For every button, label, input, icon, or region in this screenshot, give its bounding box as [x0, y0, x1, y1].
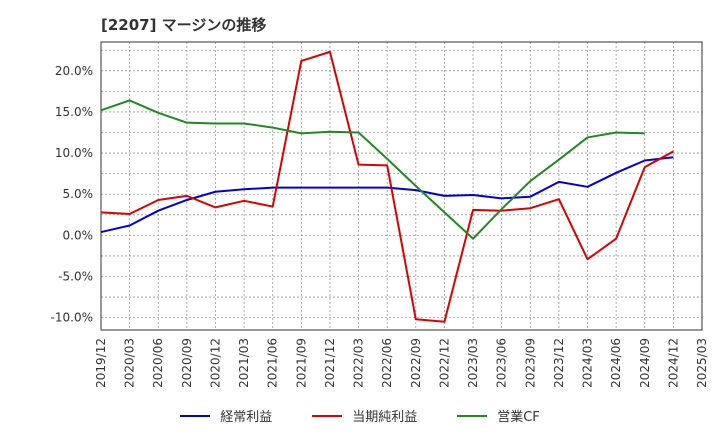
x-tick-label: 2023/06: [495, 338, 509, 388]
x-tick-label: 2024/06: [609, 338, 623, 388]
x-tick-label: 2022/06: [380, 338, 394, 388]
x-tick-label: 2021/12: [323, 338, 337, 388]
legend-item-net-income: 当期純利益: [312, 406, 417, 425]
x-tick-label: 2022/12: [437, 338, 451, 388]
series-line-1: [100, 50, 674, 323]
chart-legend: 経常利益 当期純利益 営業CF: [0, 406, 720, 425]
legend-item-ordinary-profit: 経常利益: [180, 406, 272, 425]
series-line-0: [100, 156, 674, 234]
y-tick-label: 15.0%: [55, 105, 93, 119]
x-tick-label: 2024/03: [581, 338, 595, 388]
y-tick-label: 20.0%: [55, 64, 93, 78]
series-line-2: [100, 99, 645, 240]
x-tick-label: 2020/09: [180, 338, 194, 388]
legend-label-net-income: 当期純利益: [352, 410, 418, 425]
x-tick-label: 2019/12: [94, 338, 108, 388]
legend-swatch-ordinary-profit: [180, 414, 211, 417]
x-tick-label: 2022/03: [352, 338, 366, 388]
y-tick-label: 5.0%: [63, 187, 94, 201]
chart-title: [2207] マージンの推移: [101, 16, 267, 34]
x-tick-label: 2023/03: [466, 338, 480, 388]
x-tick-label: 2020/12: [208, 338, 222, 388]
legend-label-operating-cf: 営業CF: [497, 410, 540, 425]
x-tick-label: 2020/06: [151, 338, 165, 388]
x-tick-label: 2022/09: [409, 338, 423, 388]
y-tick-label: 0.0%: [63, 228, 94, 242]
plot-frame: [100, 41, 703, 331]
x-tick-label: 2020/03: [123, 338, 137, 388]
y-tick-label: 10.0%: [55, 146, 93, 160]
x-tick-label: 2023/12: [552, 338, 566, 388]
x-tick-label: 2024/12: [666, 338, 680, 388]
legend-swatch-net-income: [312, 414, 343, 417]
x-tick-label: 2021/03: [237, 338, 251, 388]
x-tick-label: 2021/09: [294, 338, 308, 388]
x-tick-label: 2025/03: [695, 338, 709, 388]
legend-item-operating-cf: 営業CF: [457, 406, 540, 425]
x-tick-label: 2021/06: [266, 338, 280, 388]
y-tick-label: -5.0%: [58, 270, 93, 284]
y-tick-label: -10.0%: [51, 311, 93, 325]
x-tick-label: 2024/09: [638, 338, 652, 388]
legend-label-ordinary-profit: 経常利益: [220, 410, 273, 425]
legend-swatch-operating-cf: [457, 414, 488, 417]
margin-line-chart: -10.0% -5.0% 0.0% 5.0% 10.0% 15.0% 20.0% 2019/1…: [51, 41, 709, 388]
x-tick-label: 2023/09: [523, 338, 537, 388]
